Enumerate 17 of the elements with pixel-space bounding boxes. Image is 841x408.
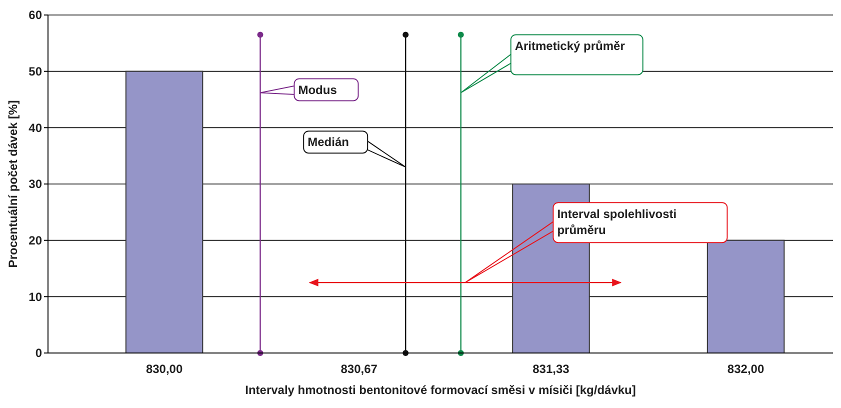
x-tick-label: 830,00 xyxy=(146,362,183,376)
x-axis-title: Intervaly hmotnosti bentonitové formovací směsi v mísiči [kg/dávku] xyxy=(245,383,636,397)
y-tick-label: 30 xyxy=(28,177,42,192)
text: Aritmetický průměr xyxy=(514,38,626,54)
y-tick-label: 20 xyxy=(28,234,42,248)
y-tick-label: 40 xyxy=(28,120,42,135)
text: Medián xyxy=(308,134,350,150)
legend-label: Modus xyxy=(298,82,338,98)
x-tick-label: 832,00 xyxy=(727,362,764,376)
text: Interval spolehlivosti průměru xyxy=(557,206,678,238)
y-tick-label: 50 xyxy=(28,64,42,79)
x-tick-label: 830,67 xyxy=(340,362,378,376)
y-axis-title: Procentuální počet dávek [%] xyxy=(6,100,20,268)
y-tick-label: 10 xyxy=(28,290,42,304)
x-tick-label: 831,33 xyxy=(532,362,570,376)
y-tick-label: 0 xyxy=(35,346,42,360)
y-tick-label: 60 xyxy=(28,8,42,22)
